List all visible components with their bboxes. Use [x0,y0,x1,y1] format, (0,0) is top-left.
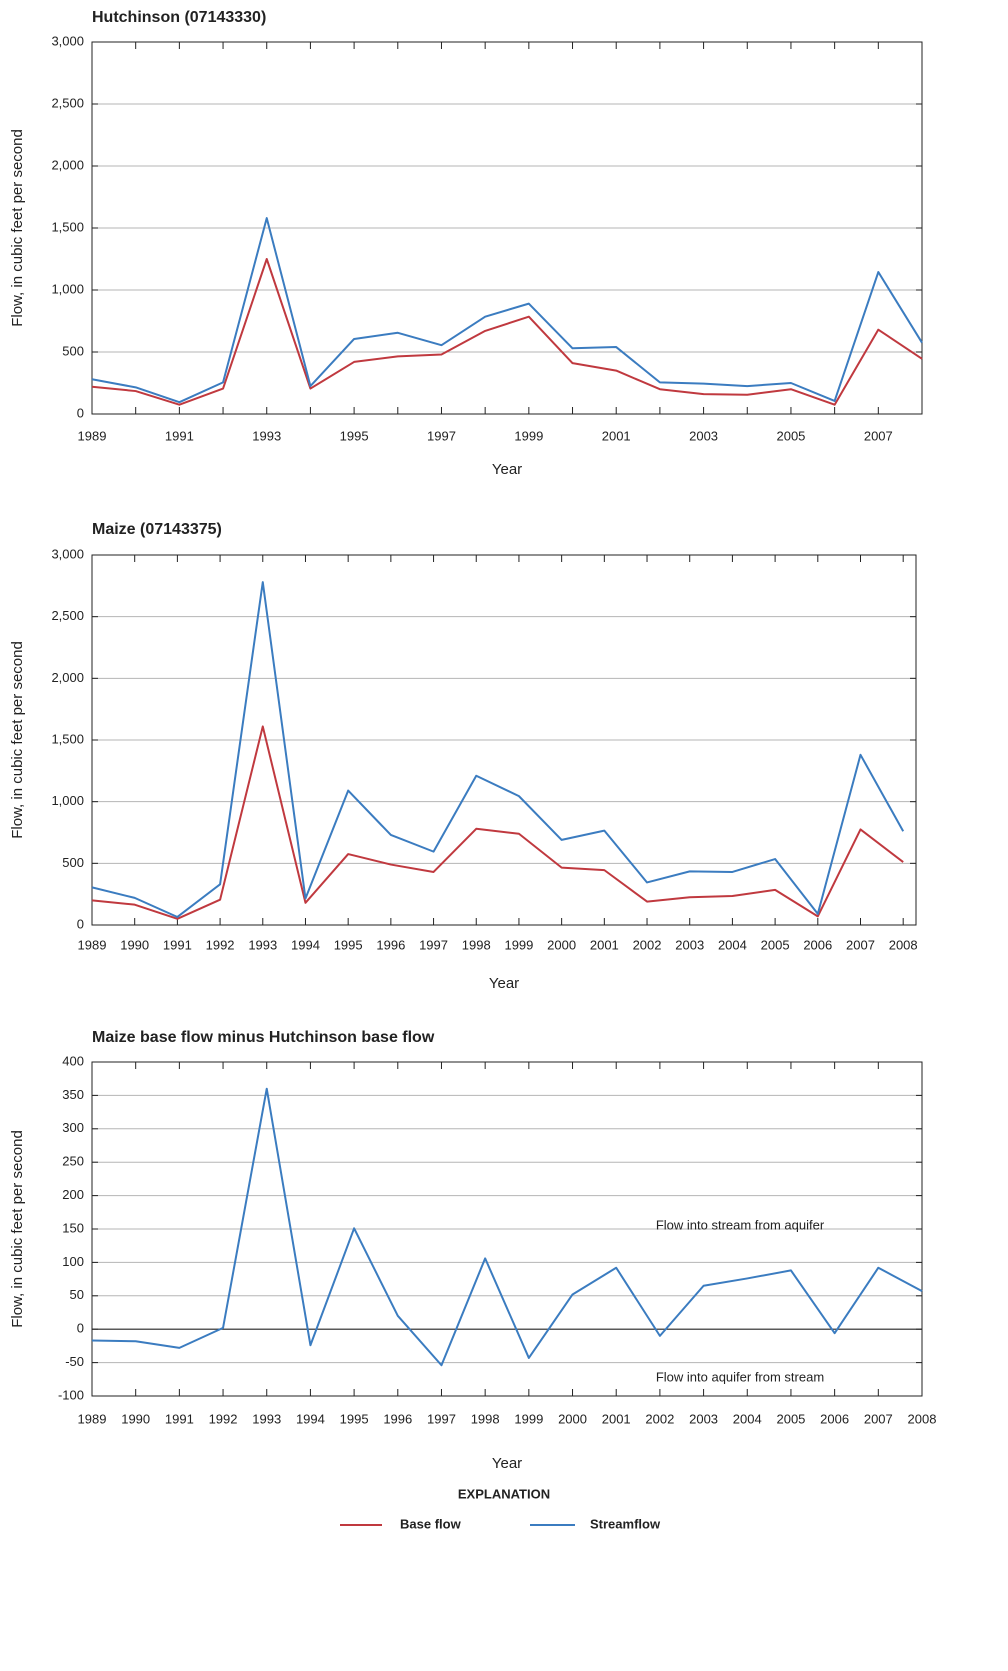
y-tick-label: 2,500 [51,608,84,623]
x-tick-label: 2007 [846,937,875,952]
x-tick-label: 2001 [602,428,631,443]
x-tick-label: 2002 [645,1411,674,1426]
x-tick-label: 2005 [776,428,805,443]
x-tick-label: 2000 [547,937,576,952]
y-tick-label: 300 [62,1120,84,1135]
chart-title: Maize (07143375) [92,521,222,538]
x-tick-label: 1993 [248,937,277,952]
y-axis-title: Flow, in cubic feet per second [9,641,26,839]
y-tick-label: 1,500 [51,219,84,234]
series-line [91,581,905,918]
y-tick-label: 0 [77,916,84,931]
x-tick-label: 1996 [383,1411,412,1426]
x-tick-label: 1992 [209,1411,238,1426]
x-axis-title: Year [489,975,519,992]
x-tick-label: 1990 [120,937,149,952]
x-tick-label: 1997 [427,1411,456,1426]
y-tick-label: 1,000 [51,281,84,296]
x-tick-label: 2008 [908,1411,937,1426]
plot-frame [91,41,923,415]
y-tick-label: 250 [62,1154,84,1169]
x-axis-title: Year [492,461,522,478]
x-tick-label: 2004 [718,937,747,952]
x-tick-label: 1995 [340,428,369,443]
x-tick-label: 1991 [163,937,192,952]
x-tick-label: 1993 [252,428,281,443]
x-tick-label: 2000 [558,1411,587,1426]
series-line [91,725,904,920]
y-axis-title: Flow, in cubic feet per second [9,1130,26,1328]
y-tick-label: 2,000 [51,670,84,685]
y-tick-label: 150 [62,1220,84,1235]
y-tick-label: 500 [62,343,84,358]
y-tick-label: 200 [62,1187,84,1202]
y-tick-label: 50 [70,1287,84,1302]
x-tick-label: 2005 [761,937,790,952]
x-tick-label: 1999 [504,937,533,952]
x-tick-label: 1993 [252,1411,281,1426]
legend-title: EXPLANATION [458,1486,550,1501]
x-tick-label: 1989 [78,937,107,952]
x-axis-title: Year [492,1455,522,1472]
chart-title: Hutchinson (07143330) [92,9,266,26]
y-tick-label: 400 [62,1053,84,1068]
y-tick-label: 3,000 [51,546,84,561]
series-line [91,258,923,406]
x-tick-label: 1997 [419,937,448,952]
y-tick-label: 0 [77,405,84,420]
plot-frame [91,554,917,926]
x-tick-label: 2001 [602,1411,631,1426]
y-tick-label: 350 [62,1087,84,1102]
x-tick-label: 1991 [165,1411,194,1426]
chart-title: Maize base flow minus Hutchinson base fl… [92,1029,435,1046]
x-tick-label: 1997 [427,428,456,443]
x-tick-label: 1991 [165,428,194,443]
x-tick-label: 1990 [121,1411,150,1426]
x-tick-label: 1994 [296,1411,325,1426]
x-tick-label: 1996 [376,937,405,952]
y-tick-label: 2,500 [51,95,84,110]
x-tick-label: 2007 [864,1411,893,1426]
x-tick-label: 2008 [889,937,918,952]
plot-frame [91,1061,923,1397]
y-axis-title: Flow, in cubic feet per second [9,129,26,327]
x-tick-label: 1998 [471,1411,500,1426]
y-tick-label: 500 [62,855,84,870]
series-line [91,1087,923,1367]
x-tick-label: 2006 [820,1411,849,1426]
y-tick-label: 100 [62,1254,84,1269]
x-tick-label: 1995 [340,1411,369,1426]
x-tick-label: 1999 [514,1411,543,1426]
y-tick-label: 3,000 [51,33,84,48]
x-tick-label: 2006 [803,937,832,952]
x-tick-label: 1992 [206,937,235,952]
x-tick-label: 2001 [590,937,619,952]
series-line [91,217,923,404]
annotation: Flow into stream from aquifer [656,1217,825,1232]
x-tick-label: 2007 [864,428,893,443]
x-tick-label: 2004 [733,1411,762,1426]
x-tick-label: 1994 [291,937,320,952]
y-tick-label: -100 [58,1387,84,1402]
x-tick-label: 1998 [462,937,491,952]
x-tick-label: 2003 [689,1411,718,1426]
y-tick-label: 1,000 [51,793,84,808]
x-tick-label: 2003 [675,937,704,952]
y-tick-label: 0 [77,1321,84,1336]
y-tick-label: -50 [65,1354,84,1369]
x-tick-label: 1995 [334,937,363,952]
x-tick-label: 1989 [78,1411,107,1426]
x-tick-label: 2002 [633,937,662,952]
y-tick-label: 2,000 [51,157,84,172]
x-tick-label: 2003 [689,428,718,443]
x-tick-label: 1989 [78,428,107,443]
x-tick-label: 2005 [776,1411,805,1426]
legend-label: Streamflow [590,1516,661,1531]
x-tick-label: 1999 [514,428,543,443]
y-tick-label: 1,500 [51,731,84,746]
legend-label: Base flow [400,1516,462,1531]
annotation: Flow into aquifer from stream [656,1369,824,1384]
